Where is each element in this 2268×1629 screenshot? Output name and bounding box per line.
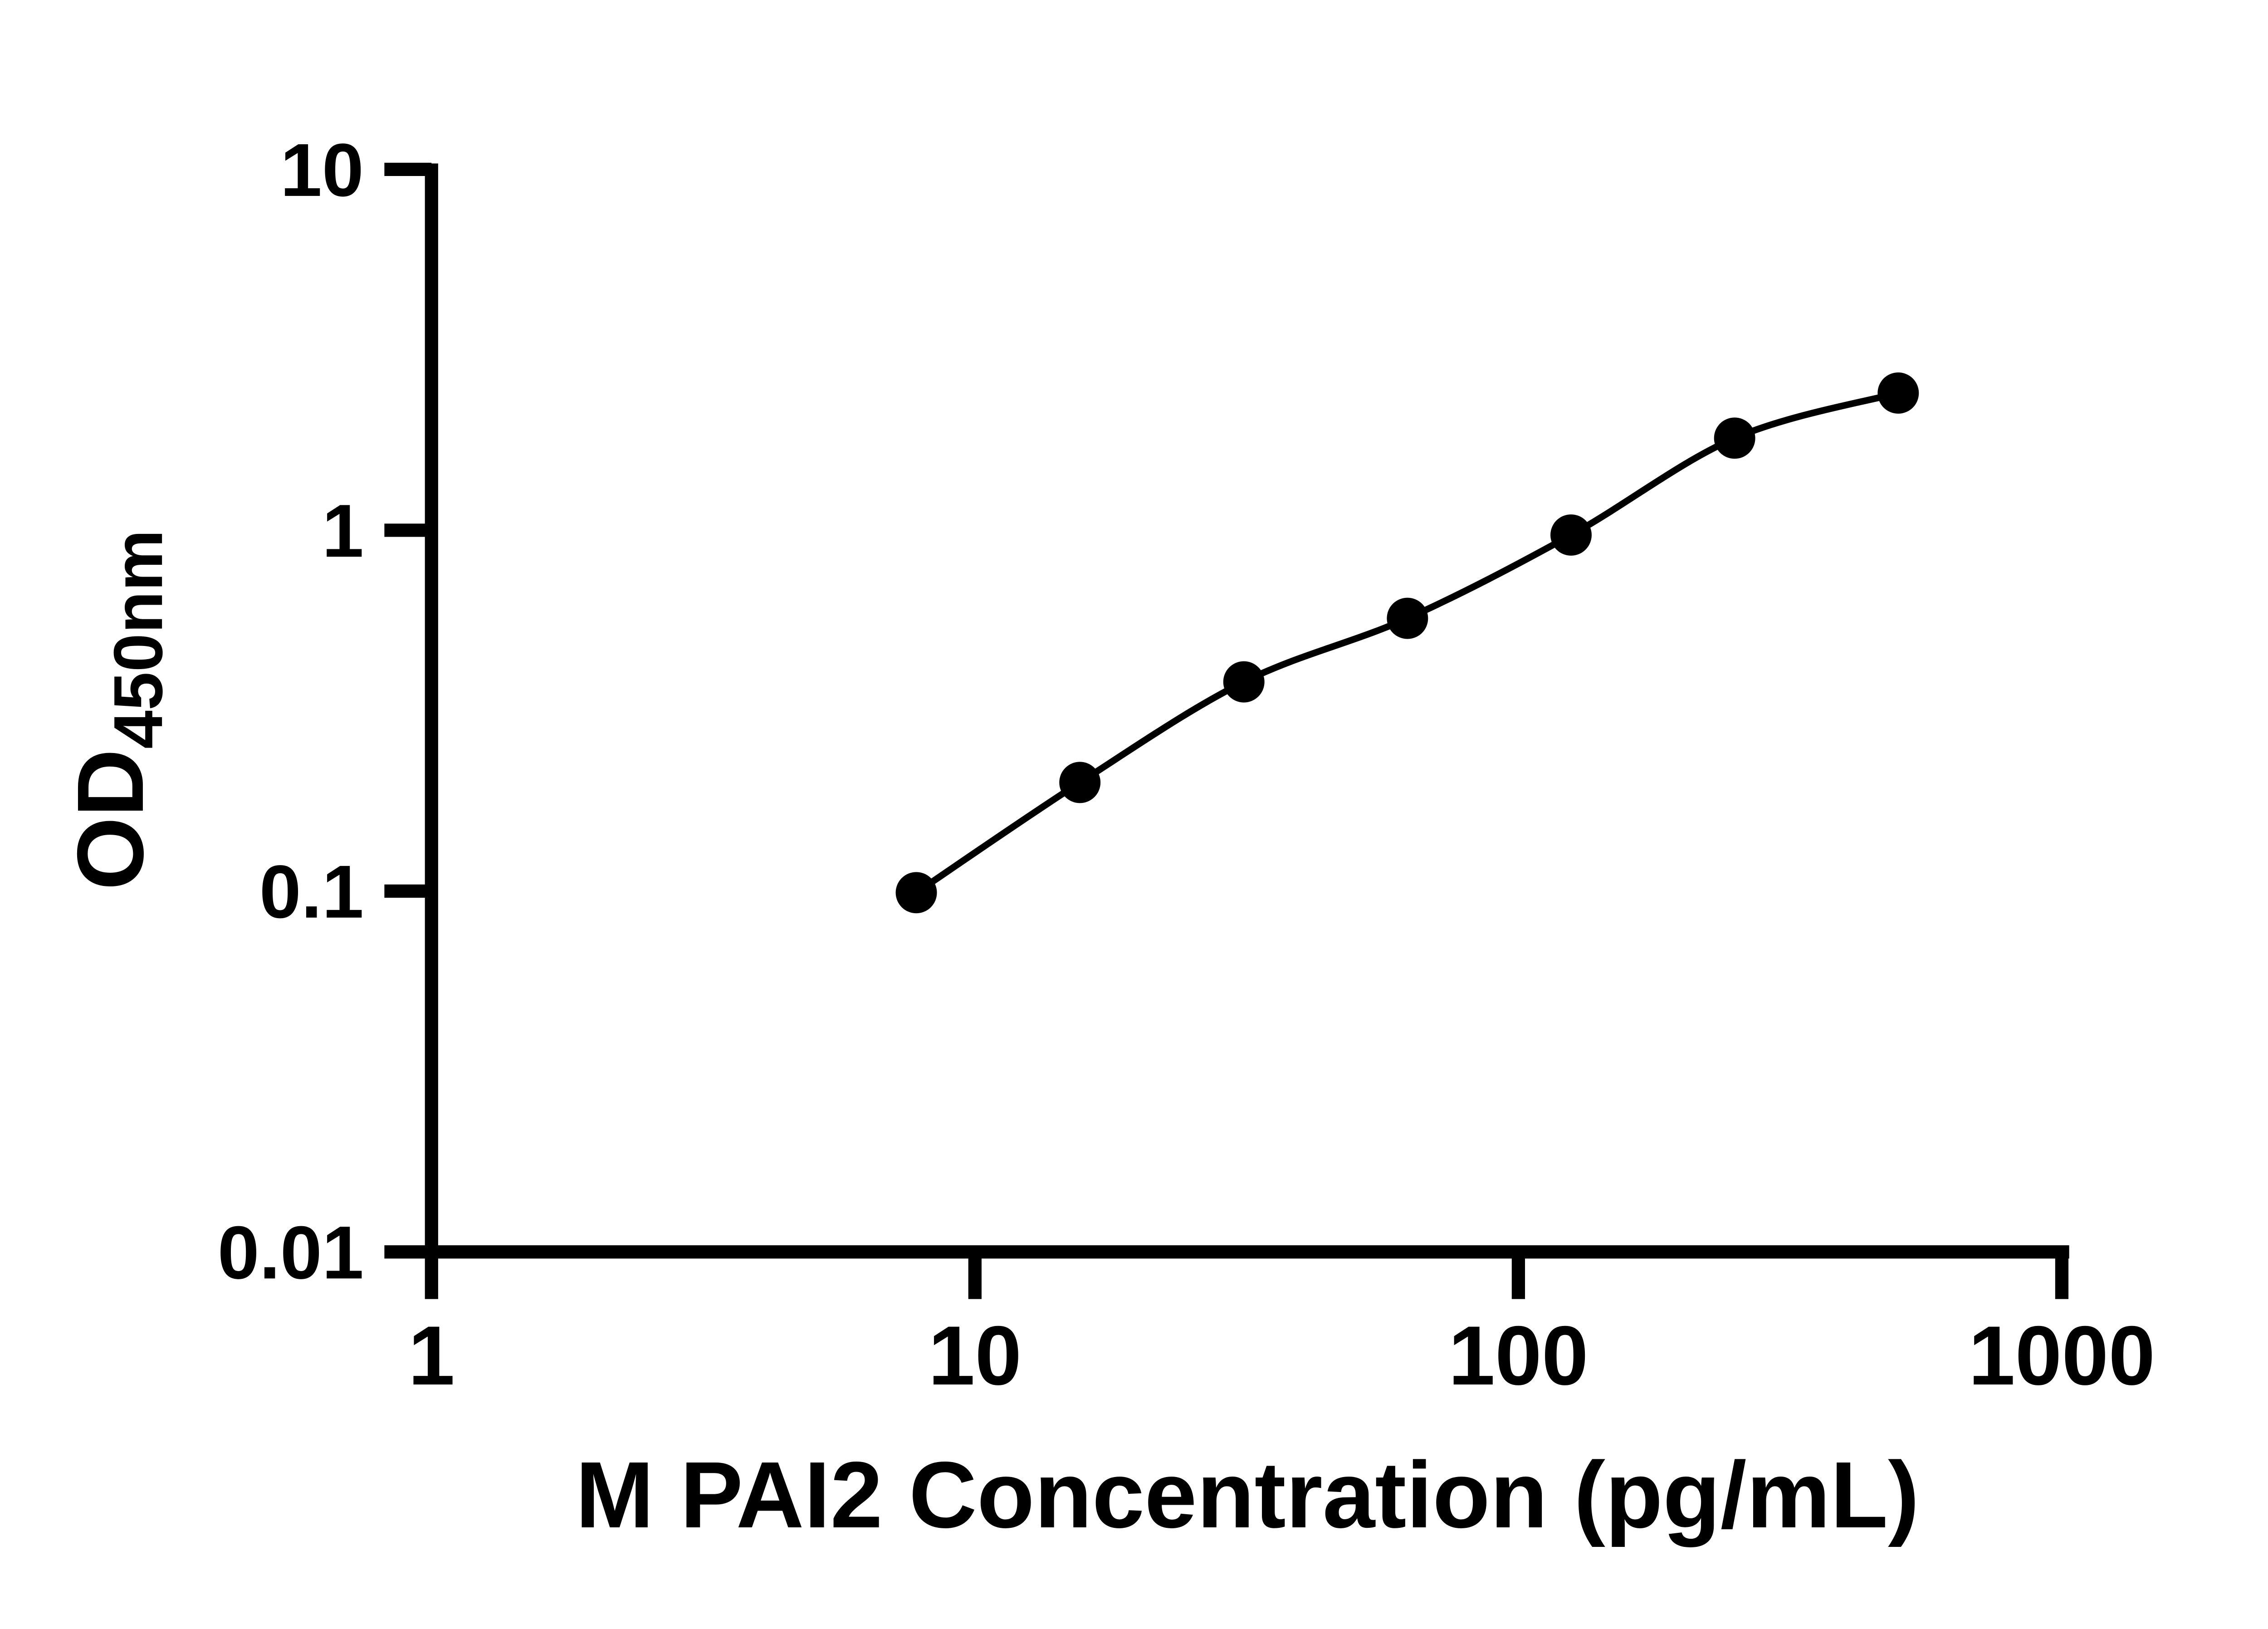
data-point-marker [1059,762,1101,803]
y-axis-title-subscript: 450nm [100,529,177,748]
y-tick-label: 10 [280,128,364,212]
data-point-marker [1877,372,1919,414]
y-tick-label: 1 [322,489,364,573]
y-tick-label: 0.1 [259,850,364,934]
y-axis-title: OD450nm [58,529,177,890]
x-tick-label: 100 [1448,1309,1589,1403]
data-point-marker [1714,417,1755,459]
y-axis-title-main: OD [58,749,163,890]
x-tick-label: 10 [928,1309,1022,1403]
y-tick-label: 0.01 [218,1211,364,1295]
standard-curve-line [914,390,1899,895]
axes-layer: 1 10 100 1000 0.01 0.1 1 10 [218,128,2156,1403]
x-axis-title: M PAI2 Concentration (pg/mL) [576,1443,1920,1548]
data-point-marker [1387,597,1428,639]
data-point-marker [895,872,937,914]
data-point-marker [1223,661,1265,703]
series-layer [895,372,1919,914]
data-point-marker [1550,514,1592,556]
x-tick-label: 1000 [1969,1309,2156,1403]
x-tick-label: 1 [408,1309,455,1403]
